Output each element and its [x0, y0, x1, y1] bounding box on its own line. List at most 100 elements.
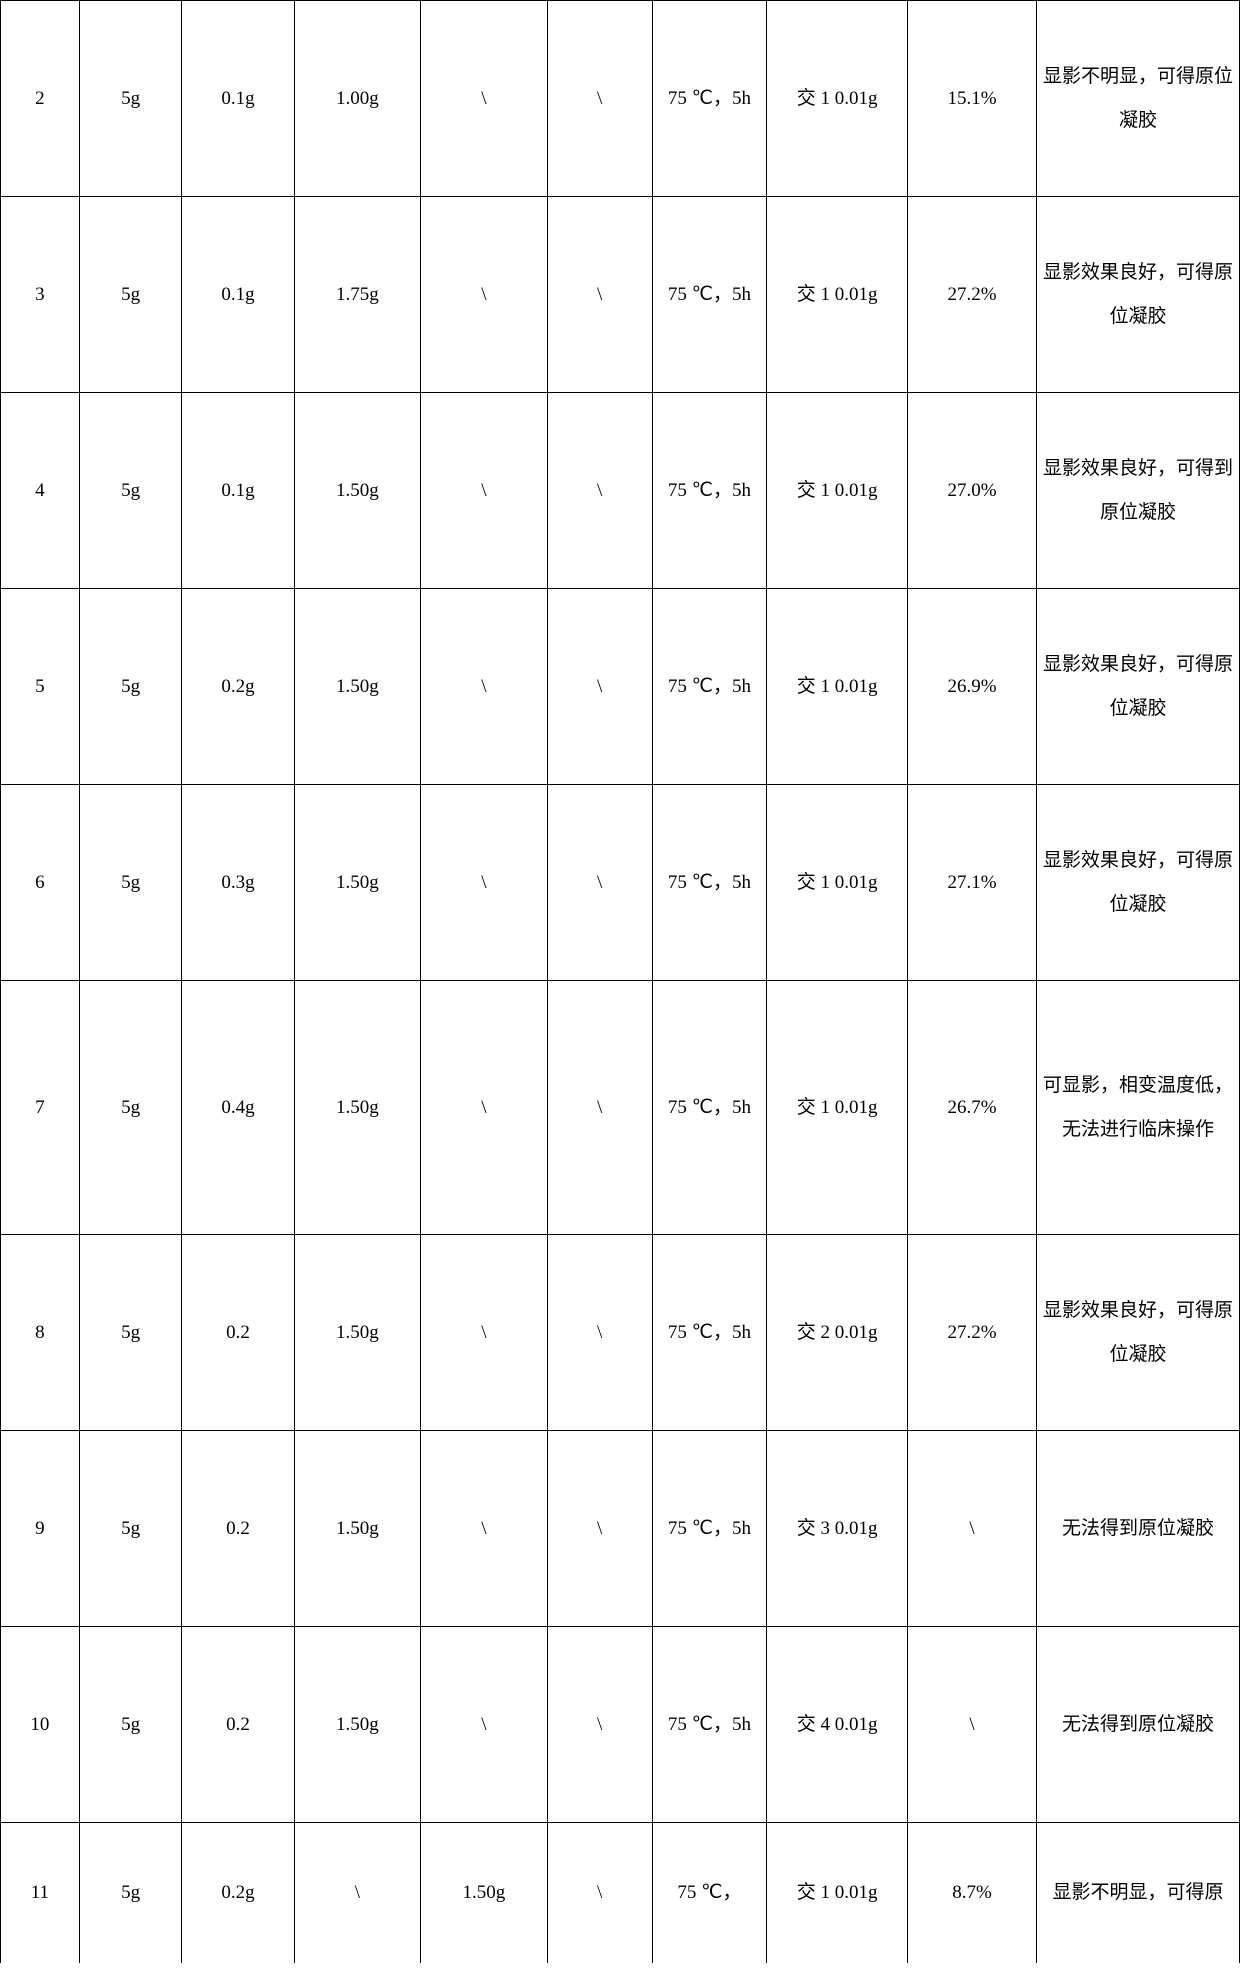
table-cell: 75 ℃，5h: [652, 393, 767, 589]
table-cell: 显影不明显，可得原: [1036, 1823, 1239, 1963]
table-cell: 显影效果良好，可得原位凝胶: [1036, 1235, 1239, 1431]
table-cell: 1.50g: [294, 1627, 421, 1823]
table-row: 35g0.1g1.75g\\75 ℃，5h交 1 0.01g27.2%显影效果良…: [1, 197, 1240, 393]
table-cell: 8.7%: [908, 1823, 1037, 1963]
table-cell: \: [547, 1, 652, 197]
table-cell: 5g: [79, 589, 182, 785]
table-cell: 27.2%: [908, 1235, 1037, 1431]
table-cell: 交 1 0.01g: [767, 393, 908, 589]
data-table: 25g0.1g1.00g\\75 ℃，5h交 1 0.01g15.1%显影不明显…: [0, 0, 1240, 1963]
table-cell: \: [547, 1823, 652, 1963]
table-cell: 10: [1, 1627, 80, 1823]
table-body: 25g0.1g1.00g\\75 ℃，5h交 1 0.01g15.1%显影不明显…: [1, 1, 1240, 1963]
table-cell: \: [421, 981, 548, 1235]
table-cell: \: [421, 1627, 548, 1823]
table-cell: 75 ℃，: [652, 1823, 767, 1963]
table-cell: 5g: [79, 981, 182, 1235]
table-cell: 1.50g: [294, 1431, 421, 1627]
table-row: 55g0.2g1.50g\\75 ℃，5h交 1 0.01g26.9%显影效果良…: [1, 589, 1240, 785]
table-cell: 交 4 0.01g: [767, 1627, 908, 1823]
table-cell: 5g: [79, 1823, 182, 1963]
table-cell: \: [421, 1431, 548, 1627]
table-cell: 3: [1, 197, 80, 393]
table-cell: 5: [1, 589, 80, 785]
table-cell: 75 ℃，5h: [652, 1431, 767, 1627]
table-cell: 27.0%: [908, 393, 1037, 589]
table-cell: 1.50g: [421, 1823, 548, 1963]
table-cell: 5g: [79, 785, 182, 981]
table-cell: \: [547, 197, 652, 393]
table-cell: 交 1 0.01g: [767, 785, 908, 981]
table-cell: 0.1g: [182, 393, 294, 589]
table-row: 95g0.21.50g\\75 ℃，5h交 3 0.01g\无法得到原位凝胶: [1, 1431, 1240, 1627]
table-cell: \: [547, 1431, 652, 1627]
table-cell: 11: [1, 1823, 80, 1963]
table-cell: 0.2: [182, 1627, 294, 1823]
table-cell: 显影效果良好，可得原位凝胶: [1036, 785, 1239, 981]
table-cell: 1.75g: [294, 197, 421, 393]
table-cell: 75 ℃，5h: [652, 197, 767, 393]
table-cell: 显影效果良好，可得原位凝胶: [1036, 589, 1239, 785]
table-cell: 显影效果良好，可得到原位凝胶: [1036, 393, 1239, 589]
table-cell: 5g: [79, 1431, 182, 1627]
table-cell: \: [421, 393, 548, 589]
table-cell: 26.9%: [908, 589, 1037, 785]
table-cell: 交 1 0.01g: [767, 1823, 908, 1963]
table-cell: \: [547, 981, 652, 1235]
table-cell: 5g: [79, 1235, 182, 1431]
table-cell: 0.2: [182, 1235, 294, 1431]
table-cell: 5g: [79, 1, 182, 197]
table-cell: 显影不明显，可得原位凝胶: [1036, 1, 1239, 197]
table-cell: 0.2: [182, 1431, 294, 1627]
table-cell: 交 3 0.01g: [767, 1431, 908, 1627]
table-cell: \: [908, 1627, 1037, 1823]
table-cell: 75 ℃，5h: [652, 981, 767, 1235]
table-cell: 9: [1, 1431, 80, 1627]
table-cell: 27.1%: [908, 785, 1037, 981]
table-cell: 0.2g: [182, 589, 294, 785]
table-cell: 75 ℃，5h: [652, 1627, 767, 1823]
table-row: 115g0.2g\1.50g\75 ℃，交 1 0.01g8.7%显影不明显，可…: [1, 1823, 1240, 1963]
table-cell: 2: [1, 1, 80, 197]
table-cell: 5g: [79, 1627, 182, 1823]
table-cell: 5g: [79, 197, 182, 393]
table-cell: 27.2%: [908, 197, 1037, 393]
table-row: 65g0.3g1.50g\\75 ℃，5h交 1 0.01g27.1%显影效果良…: [1, 785, 1240, 981]
table-cell: 75 ℃，5h: [652, 589, 767, 785]
table-cell: 15.1%: [908, 1, 1037, 197]
table-cell: 无法得到原位凝胶: [1036, 1431, 1239, 1627]
table-cell: 0.1g: [182, 197, 294, 393]
table-cell: 0.1g: [182, 1, 294, 197]
table-row: 75g0.4g1.50g\\75 ℃，5h交 1 0.01g26.7%可显影，相…: [1, 981, 1240, 1235]
table-cell: 0.3g: [182, 785, 294, 981]
table-cell: 1.00g: [294, 1, 421, 197]
table-cell: 1.50g: [294, 589, 421, 785]
table-cell: \: [421, 1235, 548, 1431]
table-cell: 交 1 0.01g: [767, 981, 908, 1235]
table-cell: \: [547, 589, 652, 785]
table-cell: 1.50g: [294, 393, 421, 589]
table-cell: 无法得到原位凝胶: [1036, 1627, 1239, 1823]
table-cell: 0.4g: [182, 981, 294, 1235]
table-cell: 交 1 0.01g: [767, 197, 908, 393]
table-cell: \: [294, 1823, 421, 1963]
table-cell: 1.50g: [294, 1235, 421, 1431]
table-cell: 75 ℃，5h: [652, 1, 767, 197]
table-cell: 75 ℃，5h: [652, 785, 767, 981]
table-cell: \: [908, 1431, 1037, 1627]
table-cell: 8: [1, 1235, 80, 1431]
table-row: 25g0.1g1.00g\\75 ℃，5h交 1 0.01g15.1%显影不明显…: [1, 1, 1240, 197]
table-row: 105g0.21.50g\\75 ℃，5h交 4 0.01g\无法得到原位凝胶: [1, 1627, 1240, 1823]
table-cell: 可显影，相变温度低，无法进行临床操作: [1036, 981, 1239, 1235]
table-cell: \: [547, 1235, 652, 1431]
table-cell: 4: [1, 393, 80, 589]
table-cell: 75 ℃，5h: [652, 1235, 767, 1431]
table-cell: 交 2 0.01g: [767, 1235, 908, 1431]
table-row: 85g0.21.50g\\75 ℃，5h交 2 0.01g27.2%显影效果良好…: [1, 1235, 1240, 1431]
table-cell: 5g: [79, 393, 182, 589]
table-cell: 交 1 0.01g: [767, 589, 908, 785]
table-cell: \: [547, 785, 652, 981]
table-cell: \: [421, 589, 548, 785]
table-cell: 26.7%: [908, 981, 1037, 1235]
table-cell: \: [421, 1, 548, 197]
